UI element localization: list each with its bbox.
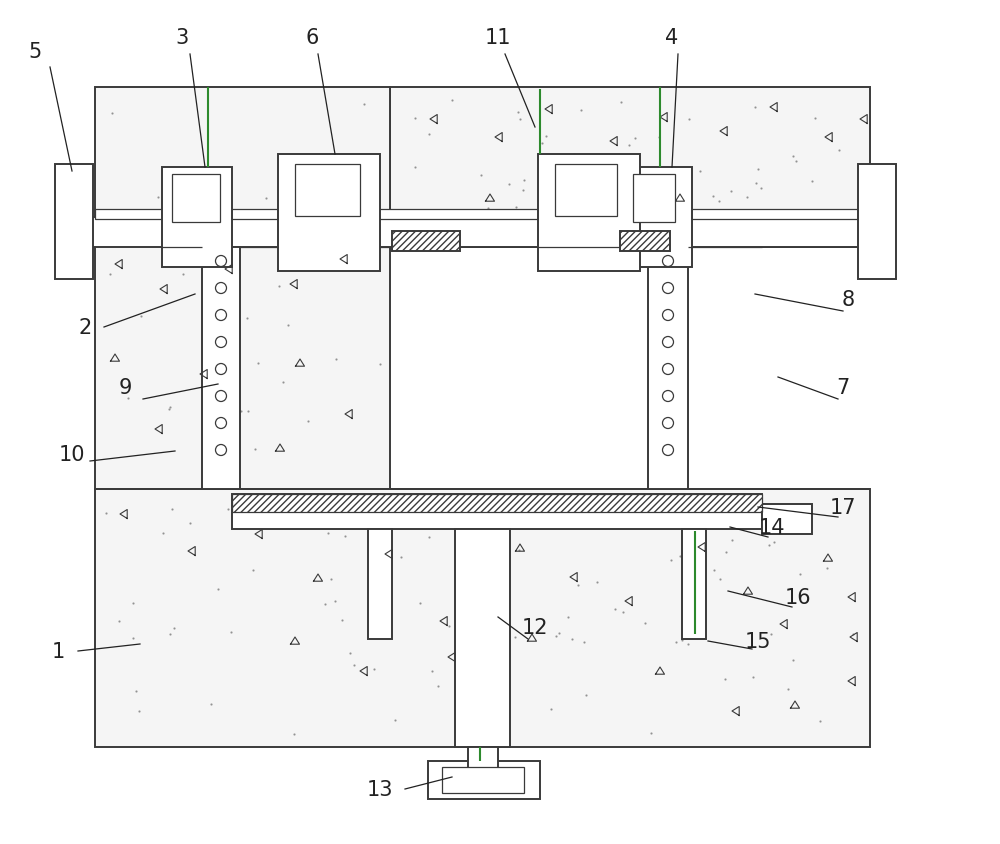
Bar (538, 154, 640, 272)
Text: 2: 2 (78, 317, 92, 338)
Text: 15: 15 (745, 631, 771, 652)
Bar (278, 154, 380, 272)
Bar (95, 490, 870, 747)
Bar (162, 168, 232, 268)
Text: 6: 6 (305, 28, 319, 48)
Bar (172, 175, 220, 223)
Text: 12: 12 (522, 617, 548, 637)
Bar (295, 165, 360, 217)
Bar (555, 165, 617, 217)
Text: 14: 14 (759, 517, 785, 538)
Bar (442, 767, 524, 793)
Text: 4: 4 (665, 28, 679, 48)
Bar (620, 232, 670, 252)
Bar (682, 529, 706, 639)
Bar (232, 495, 762, 512)
Bar (368, 529, 392, 639)
Text: 13: 13 (367, 779, 393, 799)
Text: 17: 17 (830, 497, 856, 517)
Text: 8: 8 (841, 289, 855, 310)
Bar (762, 505, 812, 534)
Bar (648, 247, 688, 490)
Bar (390, 88, 870, 247)
Text: 5: 5 (28, 42, 42, 62)
Bar (202, 247, 240, 490)
Bar (232, 495, 762, 529)
Bar (65, 218, 895, 247)
Bar (428, 761, 540, 799)
Bar (633, 175, 675, 223)
Bar (455, 529, 510, 747)
Text: 1: 1 (51, 641, 65, 661)
Bar (55, 165, 93, 279)
Text: 7: 7 (836, 377, 850, 398)
Text: 11: 11 (485, 28, 511, 48)
Bar (620, 168, 692, 268)
Text: 10: 10 (59, 445, 85, 464)
Text: 16: 16 (785, 587, 811, 608)
Bar (392, 232, 460, 252)
Bar (468, 747, 498, 772)
Text: 3: 3 (175, 28, 189, 48)
Bar (858, 165, 896, 279)
Bar (95, 88, 390, 490)
Bar (95, 210, 865, 219)
Text: 9: 9 (118, 377, 132, 398)
